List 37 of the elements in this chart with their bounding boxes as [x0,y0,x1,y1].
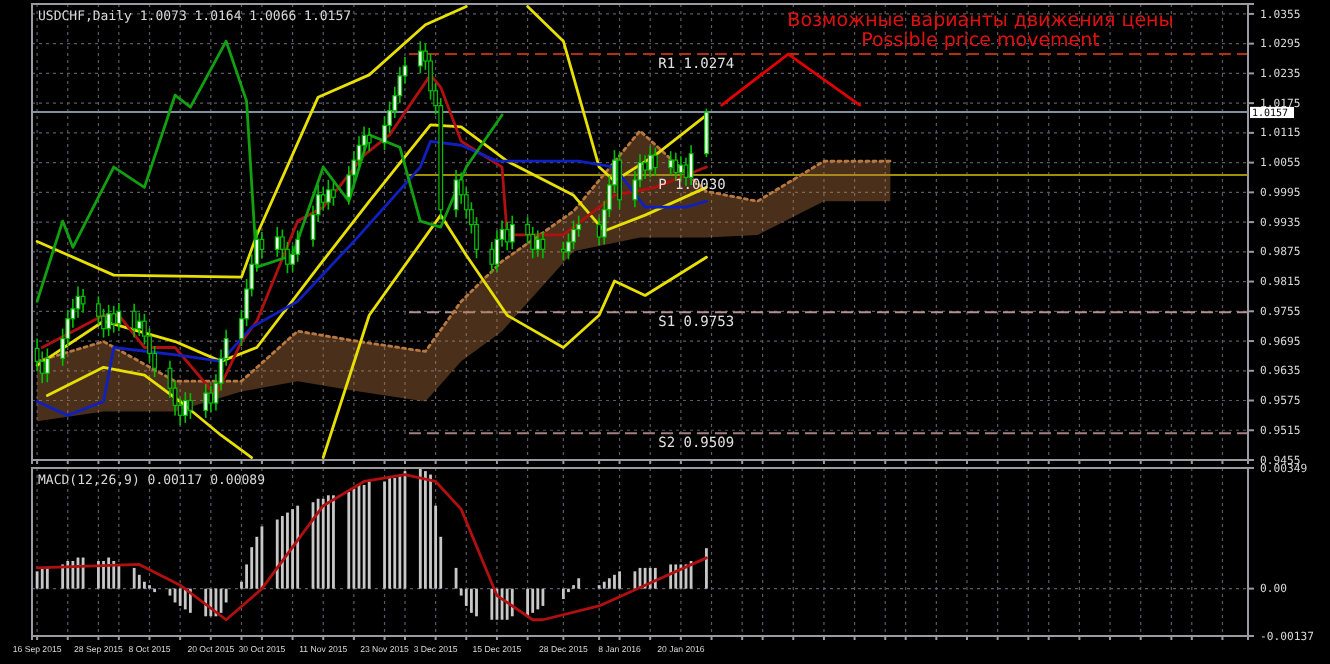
candlestick [704,107,709,158]
candlestick [106,304,112,337]
candlestick [647,145,653,179]
candlestick [509,214,515,251]
candlestick [668,150,674,176]
candlestick [331,181,336,207]
candlestick [187,392,193,420]
candlestick [136,311,142,337]
candlestick [44,347,50,383]
candlestick [417,40,423,75]
candlestick [366,127,372,153]
line-series [45,365,254,459]
candlestick [560,241,566,262]
line-series [35,39,504,303]
candlestick [325,179,331,211]
candlestick [504,221,510,252]
candlestick [642,154,648,180]
candlestick [111,305,117,334]
candlestick [652,146,658,177]
candlestick [494,229,500,273]
annotation: Possible price movement [861,30,1101,52]
candlestick [203,383,209,419]
candlestick [571,219,576,251]
candlestick [274,226,280,258]
candlestick [182,391,188,424]
candlestick [116,302,122,332]
candlestick [453,169,459,218]
candlestick [678,155,684,181]
candlestick [131,303,137,339]
candlestick [540,231,546,260]
candlestick [617,151,622,210]
candlestick [535,229,541,258]
annotation: Возможные варианты движения цены [787,10,1174,32]
candlestick [673,151,679,182]
line-series [35,5,468,279]
candlestick [80,288,86,314]
line-series [35,473,708,622]
